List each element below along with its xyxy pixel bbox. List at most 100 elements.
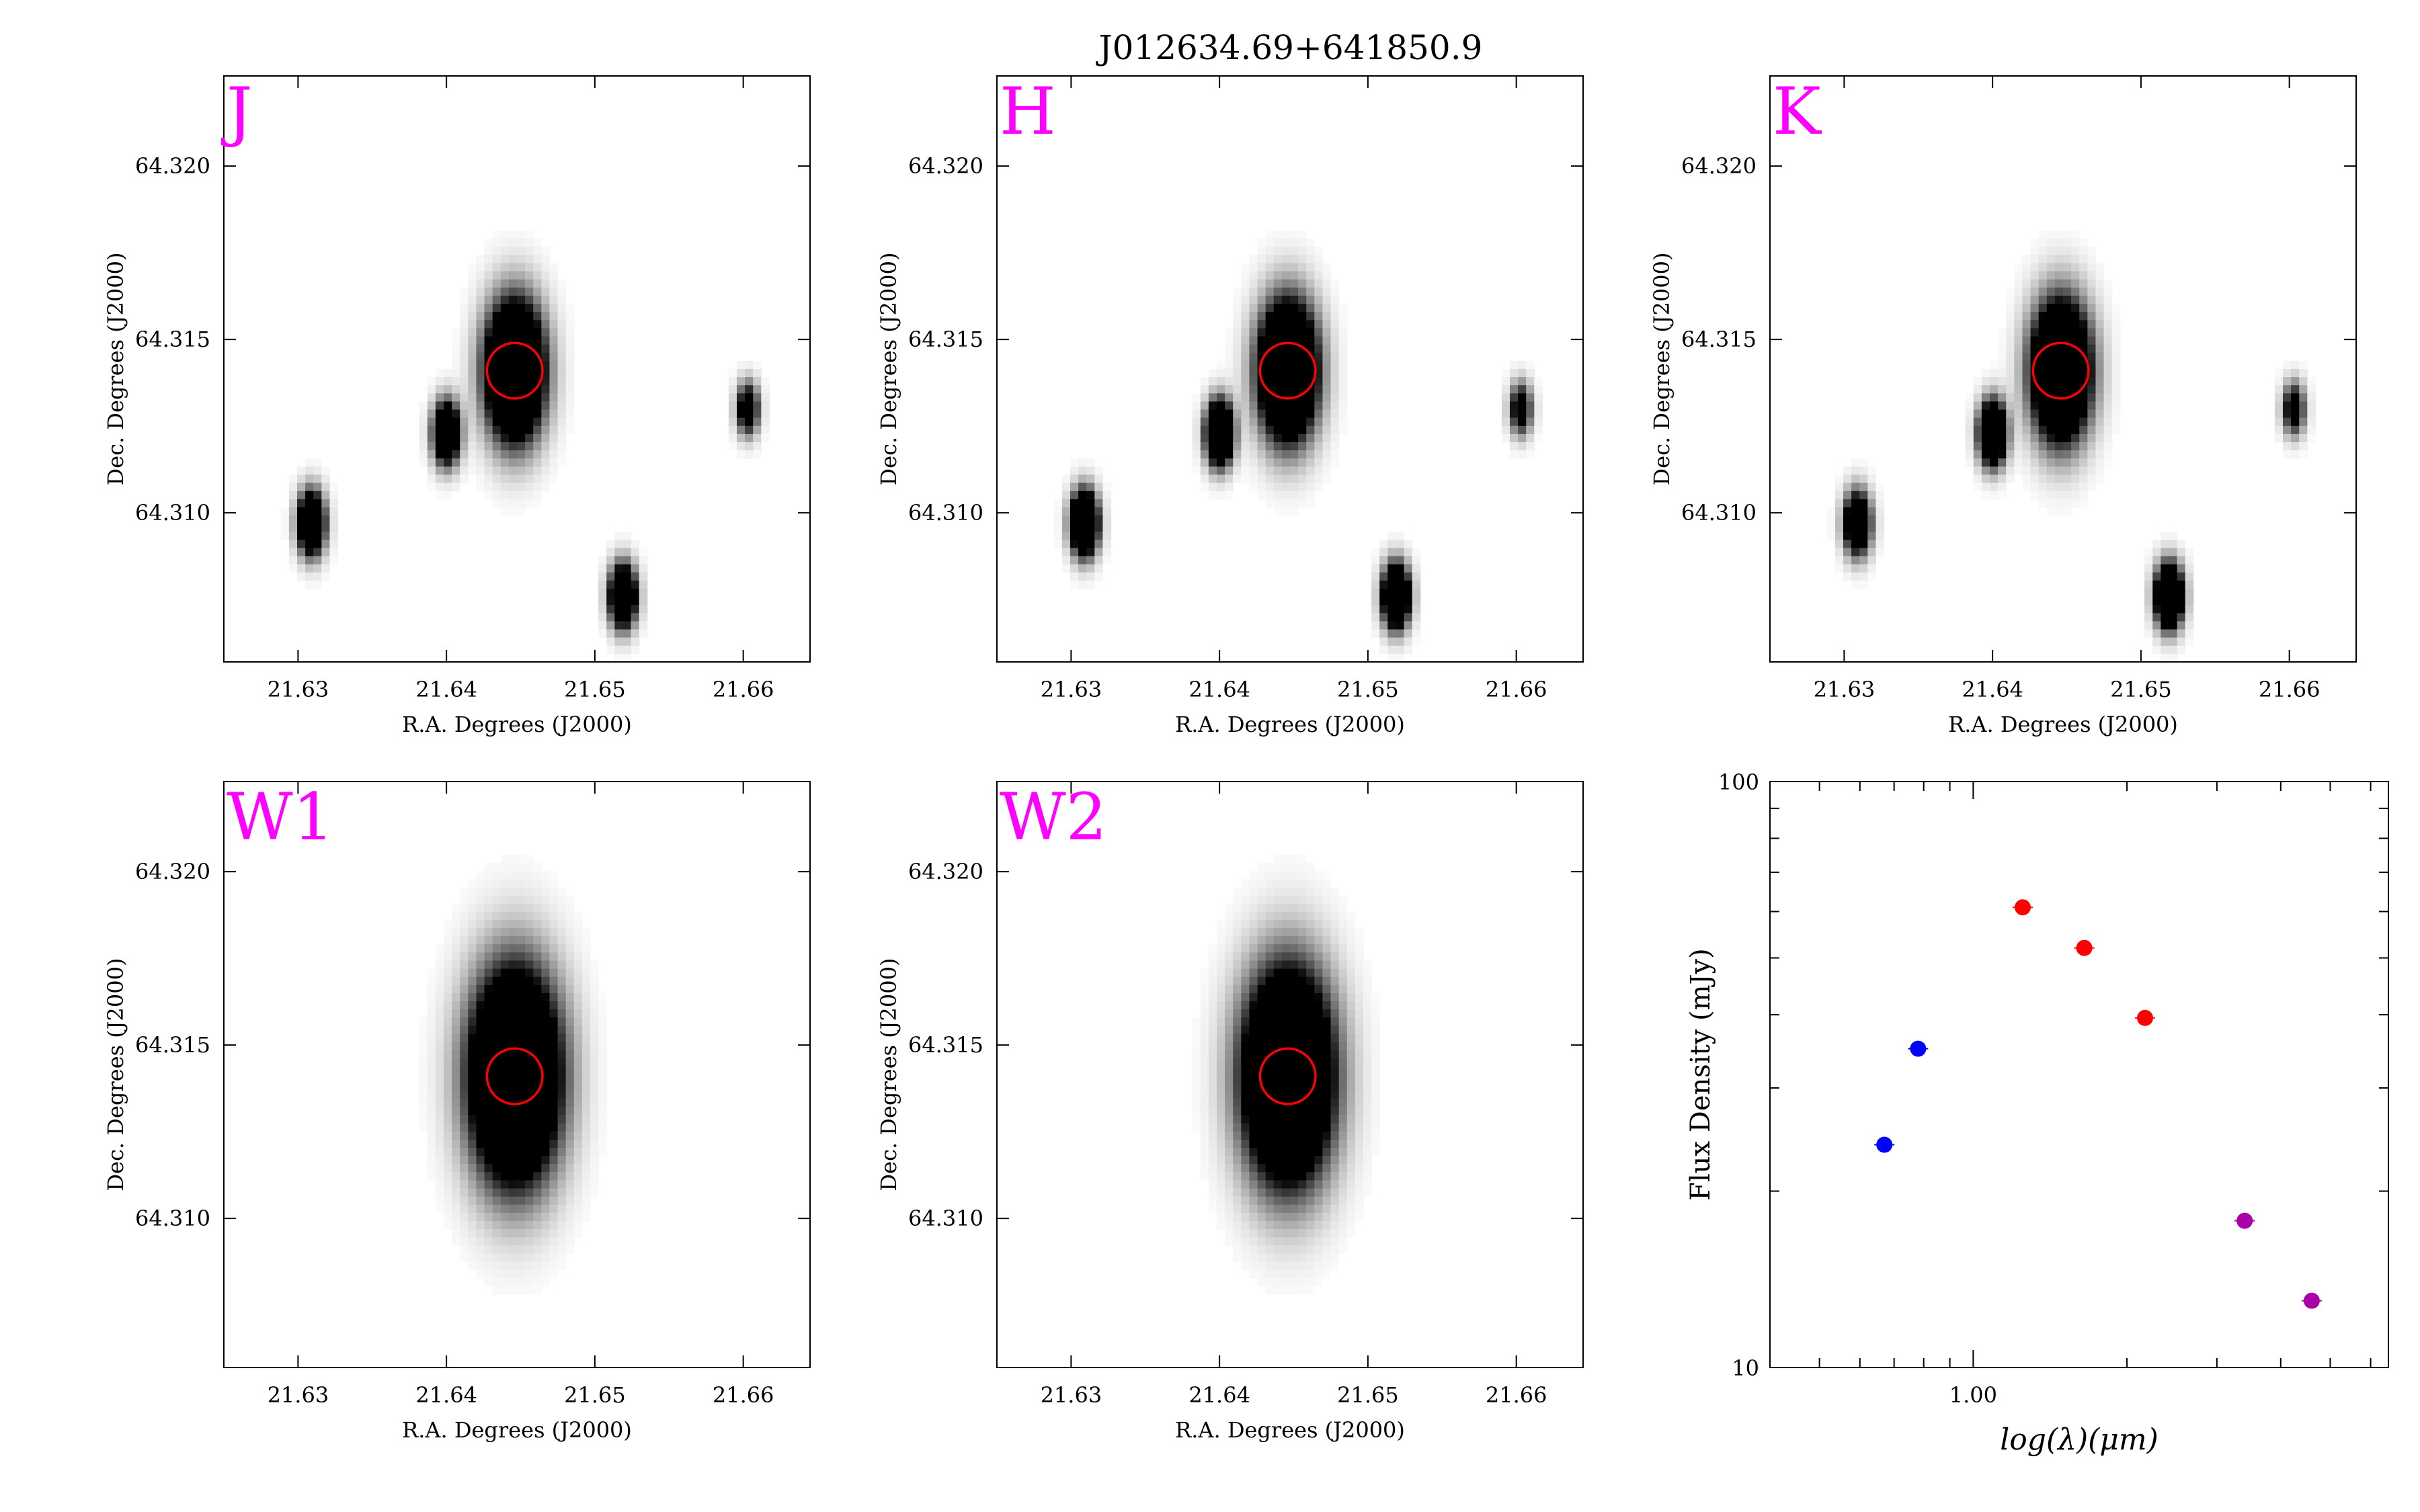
image-pixel: [1192, 1107, 1201, 1116]
image-pixel: [305, 458, 314, 467]
image-pixel: [484, 1172, 493, 1181]
image-pixel: [549, 1269, 559, 1279]
image-pixel: [737, 450, 745, 459]
image-pixel: [1338, 1164, 1348, 1173]
image-pixel: [468, 993, 477, 1002]
image-pixel: [1273, 1131, 1283, 1140]
image-pixel: [1217, 1107, 1225, 1116]
image-pixel: [500, 1107, 510, 1116]
image-pixel: [1225, 466, 1234, 476]
image-pixel: [1070, 458, 1079, 467]
image-pixel: [565, 1017, 575, 1026]
image-pixel: [2022, 255, 2031, 264]
image-pixel: [541, 1139, 551, 1148]
image-pixel: [737, 369, 745, 378]
image-pixel: [508, 1115, 518, 1124]
image-pixel: [517, 887, 526, 896]
image-pixel: [1200, 425, 1209, 435]
image-pixel: [1281, 993, 1291, 1002]
image-pixel: [565, 1083, 575, 1091]
image-pixel: [517, 491, 526, 500]
image-pixel: [1257, 442, 1266, 451]
image-pixel: [2054, 230, 2064, 239]
image-pixel: [614, 589, 624, 597]
image-pixel: [2046, 466, 2056, 476]
image-pixel: [1249, 1083, 1258, 1091]
image-pixel: [533, 401, 542, 411]
image-pixel: [1290, 1196, 1299, 1206]
image-pixel: [2144, 605, 2153, 614]
image-pixel: [1249, 393, 1258, 403]
image-pixel: [1338, 1204, 1348, 1214]
image-pixel: [1998, 352, 2007, 362]
image-pixel: [1192, 1123, 1201, 1132]
image-pixel: [1233, 320, 1242, 329]
image-pixel: [1273, 1075, 1283, 1083]
image-pixel: [533, 993, 542, 1002]
image-pixel: [427, 401, 436, 411]
image-pixel: [329, 548, 339, 557]
image-pixel: [1998, 401, 2007, 411]
image-pixel: [1241, 1261, 1250, 1271]
image-pixel: [1281, 507, 1291, 516]
image-pixel: [1265, 1107, 1275, 1116]
image-pixel: [533, 296, 542, 304]
image-pixel: [492, 312, 501, 321]
image-pixel: [1086, 491, 1095, 500]
image-pixel: [1217, 1009, 1225, 1018]
image-pixel: [565, 952, 575, 962]
image-pixel: [2169, 548, 2178, 557]
image-pixel: [598, 556, 607, 565]
image-pixel: [460, 1001, 469, 1010]
image-pixel: [1298, 1025, 1307, 1035]
image-pixel: [1371, 1050, 1380, 1059]
y-axis-label: Dec. Degrees (J2000): [876, 253, 901, 486]
image-pixel: [444, 491, 452, 500]
image-pixel: [476, 1156, 485, 1165]
image-pixel: [460, 1025, 469, 1035]
image-pixel: [492, 1075, 501, 1083]
image-pixel: [1330, 1042, 1340, 1051]
image-pixel: [557, 976, 567, 986]
image-pixel: [2103, 328, 2113, 337]
image-pixel: [1306, 1261, 1315, 1271]
image-pixel: [2071, 247, 2080, 256]
image-pixel: [2169, 564, 2178, 573]
x-tick-label: 21.65: [1337, 677, 1399, 702]
image-pixel: [737, 433, 745, 443]
image-pixel: [1876, 548, 1885, 557]
image-pixel: [1306, 499, 1315, 508]
image-pixel: [1265, 936, 1275, 945]
image-pixel: [508, 1058, 518, 1067]
image-pixel: [1241, 928, 1250, 937]
image-pixel: [2014, 385, 2023, 394]
image-pixel: [1273, 1180, 1283, 1189]
image-pixel: [492, 271, 501, 280]
y-tick-label: 64.315: [135, 327, 210, 352]
image-pixel: [1314, 1253, 1324, 1263]
image-pixel: [492, 1034, 501, 1043]
image-pixel: [427, 1131, 436, 1140]
image-pixel: [427, 1107, 436, 1116]
image-pixel: [2087, 287, 2097, 296]
image-pixel: [444, 474, 452, 484]
image-pixel: [2103, 393, 2113, 403]
image-pixel: [557, 409, 567, 419]
image-pixel: [1281, 1221, 1291, 1230]
image-pixel: [1208, 450, 1217, 459]
image-pixel: [557, 1050, 567, 1059]
image-pixel: [2169, 532, 2178, 540]
image-pixel: [1387, 645, 1397, 655]
image-pixel: [1208, 993, 1217, 1002]
image-pixel: [1510, 393, 1519, 403]
image-pixel: [2095, 296, 2105, 304]
image-pixel: [1233, 304, 1242, 312]
image-pixel: [1257, 1091, 1266, 1099]
image-pixel: [484, 871, 493, 880]
image-pixel: [444, 1099, 452, 1108]
image-pixel: [484, 312, 493, 321]
image-pixel: [1290, 903, 1299, 913]
image-pixel: [1981, 393, 1990, 403]
image-pixel: [1290, 1286, 1299, 1295]
image-pixel: [452, 377, 460, 386]
